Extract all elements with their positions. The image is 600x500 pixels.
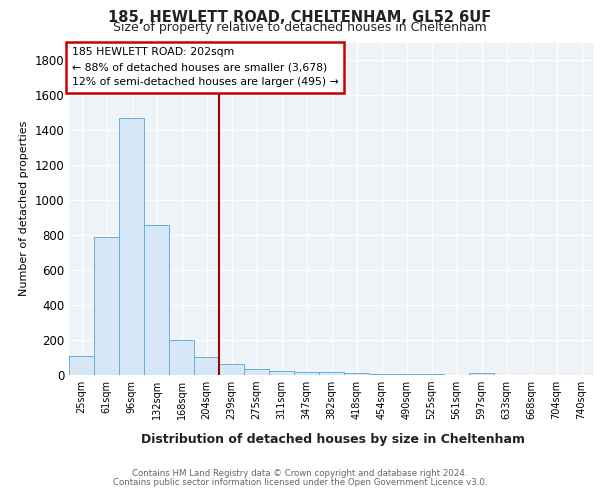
Bar	[69, 356, 94, 375]
Bar	[169, 340, 194, 375]
Bar	[394, 374, 419, 375]
Bar	[469, 373, 494, 375]
Text: Distribution of detached houses by size in Cheltenham: Distribution of detached houses by size …	[141, 432, 525, 446]
Bar	[369, 374, 394, 375]
Bar	[244, 369, 269, 375]
Bar	[144, 224, 169, 375]
Text: 185, HEWLETT ROAD, CHELTENHAM, GL52 6UF: 185, HEWLETT ROAD, CHELTENHAM, GL52 6UF	[109, 10, 491, 25]
Bar	[294, 372, 319, 375]
Y-axis label: Number of detached properties: Number of detached properties	[19, 121, 29, 296]
Bar	[119, 118, 144, 375]
Text: 185 HEWLETT ROAD: 202sqm
← 88% of detached houses are smaller (3,678)
12% of sem: 185 HEWLETT ROAD: 202sqm ← 88% of detach…	[71, 48, 338, 87]
Bar	[194, 356, 219, 375]
Bar	[94, 237, 119, 375]
Text: Size of property relative to detached houses in Cheltenham: Size of property relative to detached ho…	[113, 22, 487, 35]
Text: Contains public sector information licensed under the Open Government Licence v3: Contains public sector information licen…	[113, 478, 487, 487]
Text: Contains HM Land Registry data © Crown copyright and database right 2024.: Contains HM Land Registry data © Crown c…	[132, 469, 468, 478]
Bar	[319, 372, 344, 375]
Bar	[269, 370, 294, 375]
Bar	[344, 373, 369, 375]
Bar	[419, 374, 444, 375]
Bar	[219, 364, 244, 375]
